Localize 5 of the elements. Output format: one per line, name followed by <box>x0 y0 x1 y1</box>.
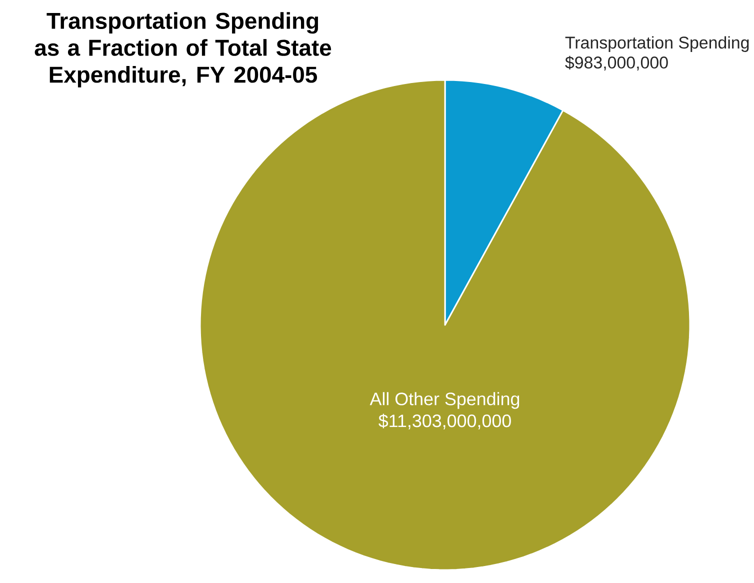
data-label: $11,303,000,000 <box>378 414 511 430</box>
chart-title: Transportation Spending as a Fraction of Total State Expenditure, FY 2004-05 <box>34 12 332 88</box>
slice-label: All Other Spending <box>370 392 520 409</box>
slice-label: Transportation Spending <box>565 36 749 52</box>
data-label: $983,000,000 <box>565 56 668 71</box>
